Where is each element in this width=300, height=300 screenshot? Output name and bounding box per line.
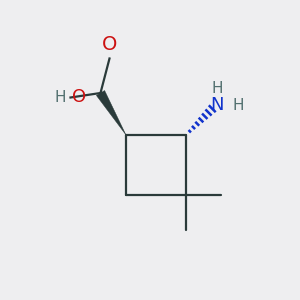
Text: H: H	[233, 98, 244, 112]
Text: H: H	[212, 81, 223, 96]
Text: H: H	[54, 90, 66, 105]
Text: N: N	[211, 96, 224, 114]
Text: O: O	[102, 35, 117, 54]
Polygon shape	[96, 91, 126, 135]
Text: O: O	[72, 88, 86, 106]
